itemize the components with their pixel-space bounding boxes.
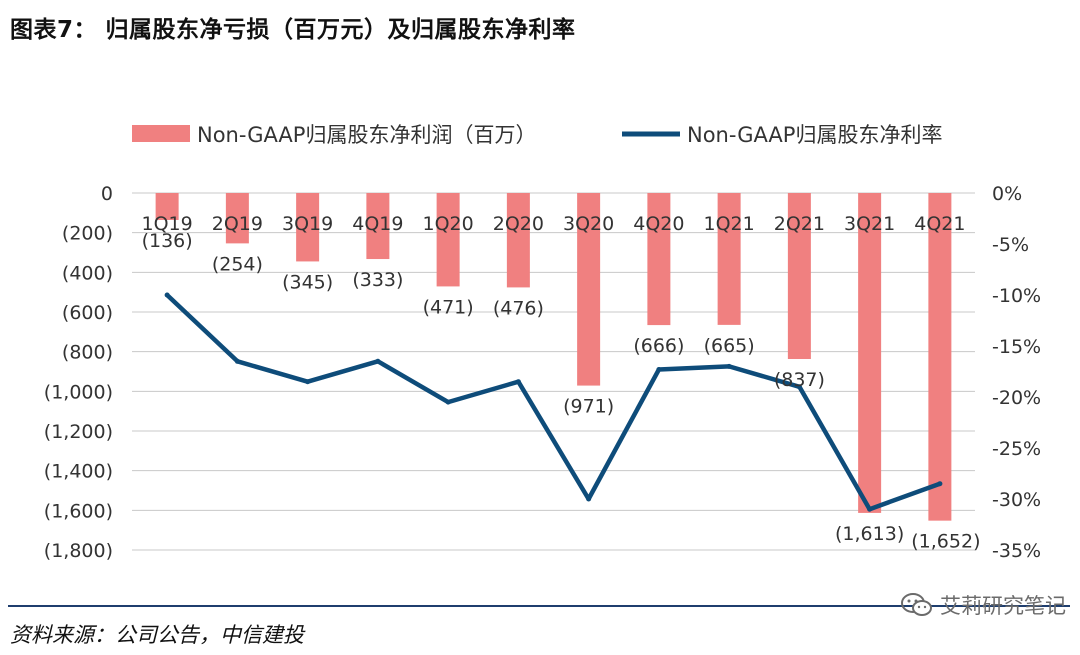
bar [366,193,390,260]
source-note: 资料来源：公司公告，中信建投 [10,623,304,647]
bar [647,193,671,326]
bar [225,193,249,244]
category-label: 2Q21 [774,213,825,235]
left-tick-label: (1,200) [44,421,113,443]
right-tick-label: -35% [992,540,1041,562]
wechat-icon [901,593,932,616]
figure-title: 图表7： 归属股东净亏损（百万元）及归属股东净利率 [10,17,576,43]
left-tick-label: (1,000) [44,381,113,403]
line-point [445,399,451,405]
left-axis: 0 (200) (400) (600) (800) (1,000) (1,200) (1,40… [44,183,113,562]
gridlines [132,192,975,551]
bar-data-label: (666) [633,335,684,357]
left-tick-label: (1,600) [44,500,113,522]
bar-data-labels: (136) (254) (345) (333) (471) (476) (971) (666)… [142,230,981,553]
left-tick-label: (600) [62,302,113,324]
line-point [375,358,381,364]
bar-data-label: (837) [774,369,825,391]
line-point [726,363,732,369]
bar-data-label: (665) [704,335,755,357]
right-axis: 0% -5% -10% -15% -20% -25% -30% -35% [992,183,1041,562]
line-point [305,379,311,385]
category-label: 1Q19 [142,213,193,235]
bar-series [155,193,952,521]
bar [577,193,601,386]
right-tick-label: -30% [992,489,1041,511]
category-label: 4Q20 [633,213,684,235]
bar-data-label: (1,652) [911,531,980,553]
right-tick-label: -20% [992,387,1041,409]
category-label: 3Q21 [844,213,895,235]
left-tick-label: (400) [62,262,113,284]
bar-data-label: (136) [142,230,193,252]
bar [717,193,741,325]
bar-data-label: (476) [493,297,544,319]
line-point [796,384,802,390]
line-point [867,506,873,512]
bar-data-label: (345) [282,271,333,293]
line-series [164,292,943,512]
left-tick-label: (800) [62,342,113,364]
category-label: 1Q20 [423,213,474,235]
right-tick-label: -15% [992,336,1041,358]
category-axis: 1Q19 2Q19 3Q19 4Q19 1Q20 2Q20 3Q20 4Q20 1Q21 2Q21… [142,213,966,235]
line-point [164,292,170,298]
legend-bar-label: Non-GAAP归属股东净利润（百万） [197,123,536,147]
category-label: 4Q21 [914,213,965,235]
bar-data-label: (333) [352,269,403,291]
line-point [515,379,521,385]
left-tick-label: (1,800) [44,540,113,562]
bar-data-label: (471) [423,296,474,318]
right-tick-label: 0% [992,183,1022,205]
legend: Non-GAAP归属股东净利润（百万） Non-GAAP归属股东净利率 [132,123,942,147]
bar [296,193,320,262]
right-tick-label: -25% [992,438,1041,460]
legend-line-label: Non-GAAP归属股东净利率 [687,123,942,147]
line-point [656,366,662,372]
left-tick-label: (1,400) [44,461,113,483]
bar-data-label: (254) [212,253,263,275]
bottom-rule [8,605,1070,607]
watermark-text: 艾莉研究笔记 [940,594,1066,618]
category-label: 1Q21 [704,213,755,235]
category-label: 2Q19 [212,213,263,235]
left-tick-label: 0 [101,183,113,205]
watermark: 艾莉研究笔记 [900,590,1066,620]
right-tick-label: -5% [992,234,1029,256]
right-tick-label: -10% [992,285,1041,307]
category-label: 3Q20 [563,213,614,235]
left-tick-label: (200) [62,223,113,245]
bar [506,193,530,288]
margin-line [164,292,943,512]
bar [928,193,952,521]
category-label: 2Q20 [493,213,544,235]
bar-data-label: (1,613) [835,523,904,545]
bar [858,193,882,513]
line-point [586,496,592,502]
legend-bar-swatch [132,125,190,142]
line-point [937,481,943,487]
bar [436,193,460,287]
line-point [234,358,240,364]
bar-data-label: (971) [563,396,614,418]
category-label: 4Q19 [352,213,403,235]
chart: Non-GAAP归属股东净利润（百万） Non-GAAP归属股东净利率 0 (20… [44,123,1041,562]
bar [155,193,179,220]
bar [787,193,811,360]
category-label: 3Q19 [282,213,333,235]
